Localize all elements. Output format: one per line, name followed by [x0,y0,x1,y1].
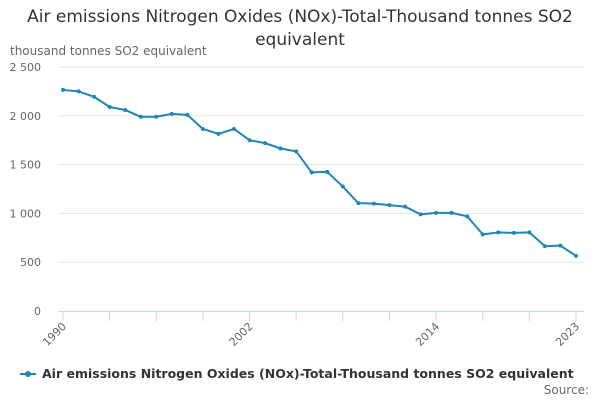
data-point[interactable] [511,230,516,235]
data-point[interactable] [263,141,268,146]
data-point[interactable] [325,169,330,174]
data-point[interactable] [200,126,205,131]
data-point[interactable] [434,210,439,215]
data-point[interactable] [154,114,159,119]
data-point[interactable] [465,214,470,219]
data-point[interactable] [123,107,128,112]
data-point[interactable] [232,126,236,131]
x-axis: 1990 2002 2014 2023 [40,311,584,349]
data-point[interactable] [558,243,563,248]
data-point[interactable] [185,112,190,117]
legend[interactable]: Air emissions Nitrogen Oxides (NOx)-Tota… [20,366,574,381]
data-point[interactable] [496,230,501,235]
data-point[interactable] [403,204,407,209]
data-point[interactable] [294,149,299,154]
y-tick-label: 500 [20,256,41,269]
legend-series-marker [20,370,36,377]
data-point[interactable] [169,111,174,116]
data-point[interactable] [76,89,81,94]
y-axis-label: thousand tonnes SO2 equivalent [10,44,207,58]
data-point[interactable] [216,131,221,136]
data-point[interactable] [61,87,65,92]
y-tick-label: 2 000 [10,110,42,123]
x-tick-label: 1990 [40,320,69,349]
data-point[interactable] [418,212,423,217]
data-point[interactable] [138,114,143,119]
data-point[interactable] [387,203,392,208]
data-point[interactable] [480,232,485,237]
legend-series-label: Air emissions Nitrogen Oxides (NOx)-Tota… [42,366,574,381]
data-point[interactable] [542,244,547,249]
data-point[interactable] [527,230,532,235]
data-point[interactable] [247,138,252,143]
chart-title: Air emissions Nitrogen Oxides (NOx)-Tota… [27,7,573,50]
data-point[interactable] [356,201,361,206]
data-point[interactable] [340,184,345,189]
data-point[interactable] [92,94,97,99]
data-point[interactable] [371,201,376,206]
x-tick-label: 2014 [413,320,442,349]
data-point[interactable] [278,146,283,151]
source-credit[interactable]: Source: [543,383,589,397]
y-tick-labels: 0 500 1 000 1 500 2 000 2 500 [10,61,42,318]
data-point[interactable] [107,105,112,110]
series-line-0 [62,88,577,257]
y-tick-label: 1 500 [10,159,42,172]
x-tick-label: 2023 [553,320,582,349]
data-point[interactable] [449,210,454,215]
y-tick-label: 1 000 [10,207,42,220]
grid-lines [58,66,584,263]
plot-area [61,87,578,258]
y-tick-label: 0 [34,305,41,318]
data-point[interactable] [309,170,314,175]
y-tick-label: 2 500 [10,61,42,74]
x-tick-label: 2002 [227,320,256,349]
data-point[interactable] [574,253,578,258]
